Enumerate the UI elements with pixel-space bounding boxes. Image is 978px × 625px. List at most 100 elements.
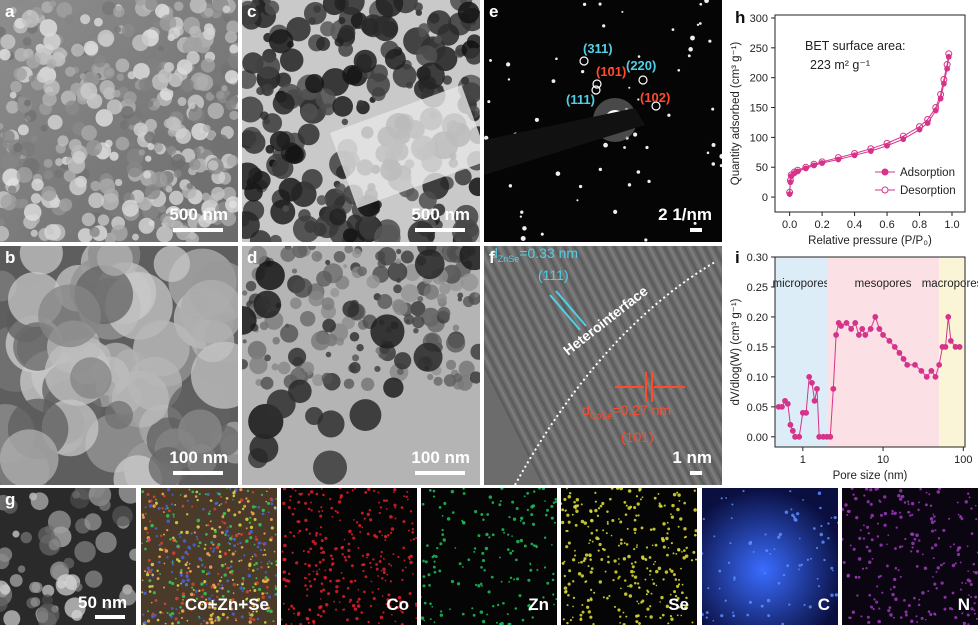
texture	[685, 605, 688, 609]
texture	[674, 578, 678, 581]
texture	[387, 534, 390, 537]
texture	[168, 509, 171, 513]
texture	[580, 617, 583, 620]
texture	[968, 579, 972, 583]
texture	[262, 553, 265, 556]
texture	[929, 504, 933, 507]
texture	[551, 79, 556, 83]
texture	[319, 533, 322, 536]
texture	[245, 539, 249, 543]
texture	[364, 575, 368, 579]
texture	[223, 573, 227, 577]
texture	[865, 488, 869, 491]
texture	[186, 51, 200, 65]
texture	[566, 488, 568, 490]
texture	[970, 532, 974, 535]
texture	[920, 616, 924, 620]
texture	[731, 611, 734, 614]
texture	[562, 618, 565, 621]
texture	[164, 549, 169, 553]
texture	[154, 598, 158, 603]
texture	[198, 615, 200, 618]
texture	[249, 536, 253, 540]
texture	[492, 604, 495, 608]
texture	[227, 541, 230, 544]
texture	[551, 578, 555, 582]
texture	[114, 10, 122, 17]
x-tick-label: 0.0	[782, 219, 797, 231]
texture	[300, 103, 318, 121]
texture	[155, 3, 170, 19]
texture	[165, 185, 173, 193]
texture	[252, 586, 255, 589]
texture	[595, 536, 599, 540]
texture	[406, 81, 413, 89]
texture	[348, 600, 351, 603]
texture	[336, 511, 340, 514]
texture	[932, 576, 934, 578]
texture	[534, 117, 539, 122]
texture	[370, 314, 405, 349]
texture	[765, 549, 769, 553]
region-label: macropores	[922, 278, 978, 290]
texture	[204, 7, 214, 18]
data-point	[956, 344, 963, 350]
texture	[114, 178, 123, 187]
texture	[392, 491, 395, 494]
texture	[671, 28, 675, 31]
texture	[933, 582, 937, 586]
texture	[161, 507, 164, 510]
texture	[205, 524, 208, 527]
texture	[552, 572, 555, 576]
texture	[185, 571, 189, 575]
texture	[198, 602, 202, 606]
data-point	[802, 163, 810, 171]
texture	[230, 569, 234, 573]
data-point	[932, 373, 939, 380]
texture	[633, 518, 637, 522]
texture	[97, 214, 110, 226]
texture	[446, 517, 451, 521]
texture	[329, 579, 332, 583]
texture	[307, 507, 311, 511]
texture	[488, 536, 491, 539]
texture	[246, 489, 250, 493]
texture	[367, 620, 370, 624]
texture	[579, 613, 583, 617]
texture	[521, 618, 525, 622]
texture	[532, 490, 536, 493]
texture	[338, 24, 356, 42]
texture	[301, 168, 323, 190]
texture	[133, 62, 150, 80]
texture	[377, 491, 380, 494]
texture	[194, 495, 198, 498]
texture	[315, 252, 322, 259]
texture	[242, 359, 248, 370]
texture	[196, 74, 214, 92]
texture	[760, 604, 764, 608]
texture	[586, 605, 590, 609]
texture	[274, 533, 277, 536]
texture	[200, 595, 204, 599]
texture	[706, 151, 710, 155]
data-point	[942, 344, 949, 350]
texture	[264, 571, 268, 574]
texture	[170, 503, 174, 506]
texture	[361, 18, 379, 36]
texture	[321, 297, 335, 311]
texture	[218, 550, 222, 553]
texture	[280, 324, 299, 343]
texture	[527, 603, 531, 608]
texture	[186, 561, 189, 564]
texture	[973, 612, 976, 615]
texture	[915, 615, 918, 618]
texture	[115, 58, 130, 73]
y-tick-label: 0.30	[747, 252, 768, 264]
texture	[566, 513, 570, 517]
texture	[335, 579, 339, 583]
texture	[426, 544, 429, 547]
texture	[544, 513, 548, 517]
texture	[272, 620, 275, 623]
texture	[147, 143, 155, 151]
texture	[496, 603, 500, 607]
